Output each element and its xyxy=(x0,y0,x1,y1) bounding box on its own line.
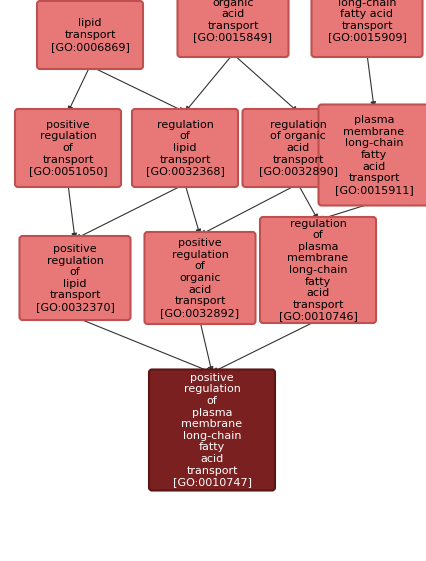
Text: positive
regulation
of
plasma
membrane
long-chain
fatty
acid
transport
[GO:00107: positive regulation of plasma membrane l… xyxy=(173,373,251,487)
FancyBboxPatch shape xyxy=(144,232,256,324)
Text: positive
regulation
of
lipid
transport
[GO:0032370]: positive regulation of lipid transport [… xyxy=(35,244,115,312)
Text: regulation
of
plasma
membrane
long-chain
fatty
acid
transport
[GO:0010746]: regulation of plasma membrane long-chain… xyxy=(279,219,357,321)
Text: positive
regulation
of
organic
acid
transport
[GO:0032892]: positive regulation of organic acid tran… xyxy=(161,238,239,318)
FancyBboxPatch shape xyxy=(149,370,275,490)
Text: organic
acid
transport
[GO:0015849]: organic acid transport [GO:0015849] xyxy=(193,0,273,43)
FancyBboxPatch shape xyxy=(242,109,354,187)
FancyBboxPatch shape xyxy=(15,109,121,187)
Text: long-chain
fatty acid
transport
[GO:0015909]: long-chain fatty acid transport [GO:0015… xyxy=(328,0,406,43)
Text: positive
regulation
of
transport
[GO:0051050]: positive regulation of transport [GO:005… xyxy=(29,120,107,176)
FancyBboxPatch shape xyxy=(37,1,143,69)
FancyBboxPatch shape xyxy=(319,104,426,205)
Text: plasma
membrane
long-chain
fatty
acid
transport
[GO:0015911]: plasma membrane long-chain fatty acid tr… xyxy=(335,115,413,195)
FancyBboxPatch shape xyxy=(311,0,423,57)
FancyBboxPatch shape xyxy=(20,236,130,320)
FancyBboxPatch shape xyxy=(260,217,376,323)
Text: lipid
transport
[GO:0006869]: lipid transport [GO:0006869] xyxy=(51,19,130,52)
FancyBboxPatch shape xyxy=(132,109,238,187)
Text: regulation
of
lipid
transport
[GO:0032368]: regulation of lipid transport [GO:003236… xyxy=(146,120,225,176)
FancyBboxPatch shape xyxy=(178,0,288,57)
Text: regulation
of organic
acid
transport
[GO:0032890]: regulation of organic acid transport [GO… xyxy=(259,120,337,176)
